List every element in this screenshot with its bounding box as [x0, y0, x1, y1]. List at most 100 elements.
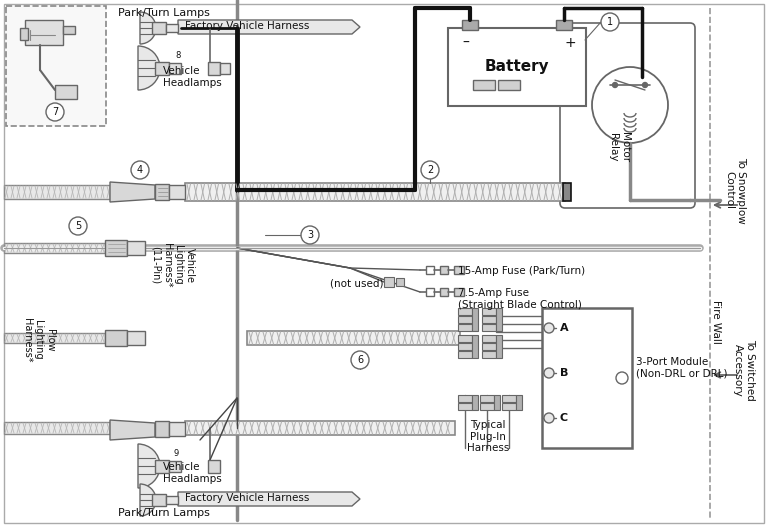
Bar [185, 183, 565, 201]
Bar [155, 460, 169, 473]
Text: 3: 3 [307, 230, 313, 240]
Bar [55, 85, 77, 99]
Bar [454, 266, 464, 274]
Bar [563, 183, 571, 201]
Bar [25, 20, 63, 45]
Circle shape [544, 323, 554, 333]
Text: Vehicle
Headlamps: Vehicle Headlamps [163, 462, 222, 484]
Text: Motor
Relay: Motor Relay [608, 132, 630, 162]
Bar [472, 308, 478, 331]
Bar [472, 335, 478, 358]
Circle shape [592, 67, 668, 143]
Circle shape [46, 103, 64, 121]
Bar [426, 266, 434, 274]
Bar [480, 395, 494, 402]
Text: C: C [560, 413, 568, 423]
Bar [482, 324, 496, 331]
Bar [458, 403, 472, 410]
Bar [472, 395, 478, 410]
Text: Factory Vehicle Harness: Factory Vehicle Harness [185, 21, 310, 31]
Bar [247, 331, 460, 345]
Bar [63, 26, 75, 34]
Bar [127, 331, 145, 345]
Text: 7.5-Amp Fuse
(Straight Blade Control): 7.5-Amp Fuse (Straight Blade Control) [458, 288, 582, 309]
Bar [105, 330, 127, 346]
Bar [155, 421, 169, 437]
Bar [169, 185, 185, 199]
Bar [166, 24, 178, 32]
Polygon shape [110, 420, 155, 440]
Bar [169, 63, 181, 74]
Bar [155, 62, 169, 75]
Bar [458, 308, 472, 315]
Circle shape [421, 161, 439, 179]
Text: 3-Port Module
(Non-DRL or DRL): 3-Port Module (Non-DRL or DRL) [636, 357, 727, 379]
Text: B: B [560, 368, 568, 378]
Text: Typical
Plug-In
Harness: Typical Plug-In Harness [467, 420, 509, 453]
Text: 9: 9 [174, 449, 179, 458]
Bar [482, 335, 496, 342]
Bar [4, 333, 105, 343]
Bar [516, 395, 522, 410]
Bar [458, 316, 472, 323]
Bar [482, 351, 496, 358]
Bar [502, 403, 516, 410]
Bar [4, 422, 110, 434]
Circle shape [69, 217, 87, 235]
Circle shape [643, 83, 647, 87]
Text: 15-Amp Fuse (Park/Turn): 15-Amp Fuse (Park/Turn) [458, 266, 585, 276]
Bar [20, 28, 28, 40]
Text: Factory Vehicle Harness: Factory Vehicle Harness [185, 493, 310, 503]
Text: 7: 7 [52, 107, 58, 117]
Bar [440, 288, 448, 296]
Bar [169, 422, 185, 436]
Bar [185, 421, 455, 435]
Bar [384, 277, 394, 287]
Circle shape [613, 83, 617, 87]
Bar [152, 22, 166, 34]
Wedge shape [138, 46, 160, 90]
Bar [6, 6, 106, 126]
Bar [458, 343, 472, 350]
Bar [448, 28, 586, 106]
Text: Park/Turn Lamps: Park/Turn Lamps [118, 8, 210, 18]
Text: Vehicle
Headlamps: Vehicle Headlamps [163, 66, 222, 87]
Polygon shape [110, 182, 155, 202]
Bar [482, 343, 496, 350]
Polygon shape [178, 20, 360, 34]
Text: 6: 6 [357, 355, 363, 365]
Text: A: A [560, 323, 568, 333]
Bar [502, 395, 516, 402]
Text: Plow
Lighting
Harness*: Plow Lighting Harness* [22, 318, 55, 362]
Circle shape [616, 372, 628, 384]
Text: 1: 1 [607, 17, 613, 27]
Wedge shape [138, 444, 160, 488]
Circle shape [351, 351, 369, 369]
Bar [4, 185, 110, 199]
Text: 8: 8 [175, 51, 180, 60]
Bar [482, 308, 496, 315]
Circle shape [544, 368, 554, 378]
Bar [208, 460, 220, 473]
Bar [462, 20, 478, 30]
Bar [440, 266, 448, 274]
Bar [556, 20, 572, 30]
FancyBboxPatch shape [560, 23, 695, 208]
Bar [152, 494, 166, 506]
Text: Park/Turn Lamps: Park/Turn Lamps [118, 508, 210, 518]
Text: 5: 5 [74, 221, 81, 231]
Bar [458, 351, 472, 358]
Bar [208, 62, 220, 75]
Bar [496, 308, 502, 331]
Bar [482, 316, 496, 323]
Bar [220, 63, 230, 74]
Circle shape [131, 161, 149, 179]
Bar [458, 324, 472, 331]
Bar [155, 184, 169, 200]
Bar [169, 461, 181, 472]
Text: (not used): (not used) [330, 278, 383, 288]
Text: 4: 4 [137, 165, 143, 175]
Text: To Snowplow
Control: To Snowplow Control [724, 157, 746, 223]
Bar [542, 308, 632, 448]
Bar [396, 278, 404, 286]
